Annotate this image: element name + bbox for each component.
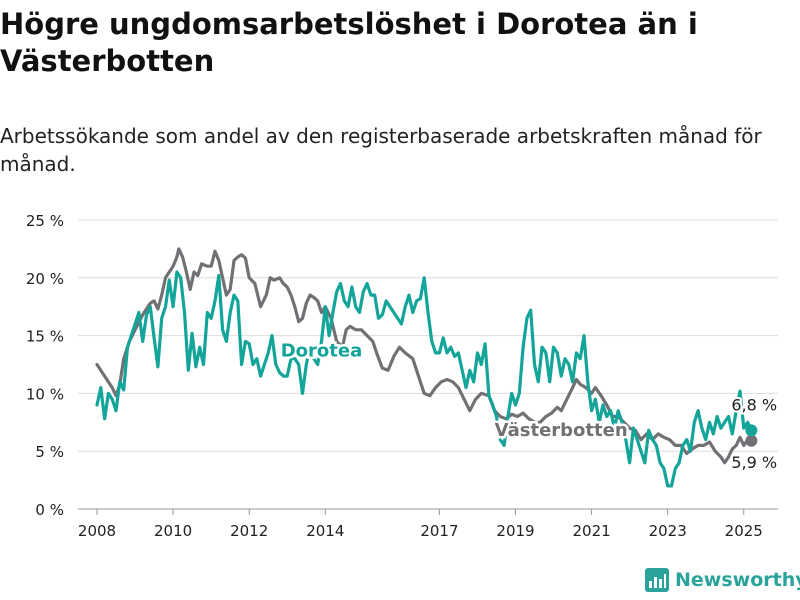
x-tick-label: 2025 [725,522,763,540]
vasterbotten-end-value: 5,9 % [731,453,777,472]
series-labels: 5,9 % 6,8 % Västerbotten Dorotea [278,338,779,474]
series-lines [95,247,758,488]
x-tick-label: 2019 [496,522,534,540]
newsworthy-chart-logo-icon [645,568,669,592]
x-tick-label: 2014 [306,522,344,540]
y-tick-label: 25 % [26,212,64,230]
chart-title: Högre ungdomsarbetslöshet i Dorotea än i… [0,7,698,78]
x-tick-label: 2021 [572,522,610,540]
x-tick-label: 2010 [154,522,192,540]
vasterbotten-series-label: Västerbotten [495,420,628,441]
x-tick-label: 2023 [649,522,687,540]
y-tick-label: 0 % [35,501,64,519]
x-tick-label: 2017 [420,522,458,540]
newsworthy-brand: Newsworthy [645,568,800,592]
vasterbotten-endpoint [745,434,758,447]
y-tick-label: 5 % [35,443,64,461]
chart-subtitle: Arbetssökande som andel av den registerb… [0,124,762,176]
dorotea-line [95,270,753,488]
brand-name: Newsworthy [675,569,800,591]
vasterbotten-line [95,247,753,465]
dorotea-endpoint [745,424,758,437]
line-chart: 0 %5 %10 %15 %20 %25 % 2008 2010 2012 2014 2… [26,212,779,540]
dorotea-end-value: 6,8 % [731,395,777,414]
x-tick-label: 2008 [78,522,116,540]
y-tick-label: 15 % [26,328,64,346]
x-axis-ticks: 2008 2010 2012 2014 2017 2019 2021 2023 2025 [78,509,763,540]
y-tick-label: 20 % [26,270,64,288]
x-tick-label: 2012 [230,522,268,540]
dorotea-series-label: Dorotea [281,340,363,361]
y-axis-ticks: 0 % 5 % 10 % 15 % 20 % 25 % [26,212,64,519]
y-tick-label: 10 % [26,385,64,403]
